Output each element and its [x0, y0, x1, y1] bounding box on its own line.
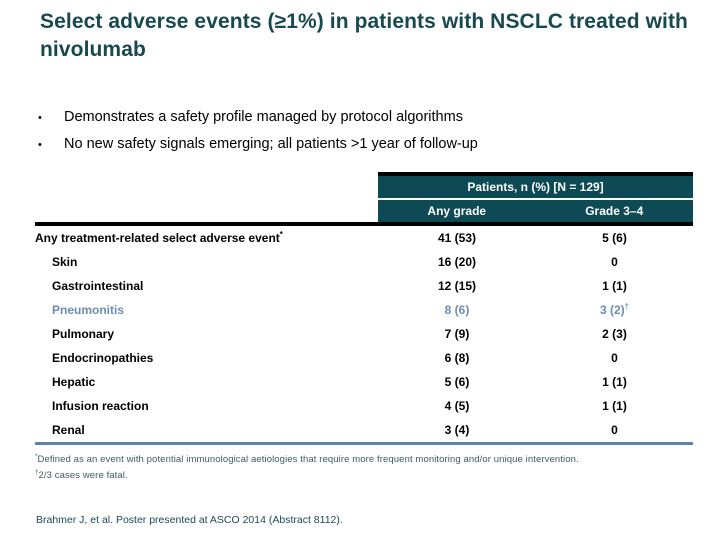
header-col-grade-3-4: Grade 3–4	[585, 204, 644, 218]
cell-any-grade: 12 (15)	[437, 279, 477, 293]
header-col-any-grade: Any grade	[427, 204, 487, 218]
cell-grade-3-4: 1 (1)	[602, 399, 627, 413]
bullet-list: • Demonstrates a safety profile managed b…	[38, 109, 658, 164]
cell-any-grade: 4 (5)	[444, 399, 470, 413]
bullet-item: • No new safety signals emerging; all pat…	[38, 135, 658, 153]
cell-grade-3-4: 0	[611, 423, 618, 437]
table-row: Any treatment-related select adverse eve…	[35, 226, 693, 250]
bullet-text: No new safety signals emerging; all pati…	[64, 135, 478, 152]
bullet-item: • Demonstrates a safety profile managed b…	[38, 109, 658, 126]
cell-any-grade: 16 (20)	[437, 255, 477, 269]
footnote-list: *Defined as an event with potential immu…	[35, 452, 685, 483]
cell-any-grade: 8 (6)	[444, 303, 470, 317]
footnote-item: *Defined as an event with potential immu…	[35, 452, 579, 465]
cell-any-grade: 3 (4)	[444, 423, 470, 437]
footnote-item: †2/3 cases were fatal.	[35, 468, 128, 481]
bullet-marker: •	[38, 138, 42, 151]
table-row: Gastrointestinal 12 (15) 1 (1)	[35, 274, 693, 298]
table-row: Pneumonitis 8 (6) 3 (2)†	[35, 298, 693, 322]
row-label: Endocrinopathies	[52, 351, 154, 365]
header-underline	[35, 222, 693, 226]
cell-any-grade: 6 (8)	[444, 351, 470, 365]
cell-grade-3-4: 5 (6)	[602, 231, 627, 245]
table-header: Patients, n (%) [N = 129] Any grade Grad…	[378, 172, 693, 222]
row-label: Renal	[52, 423, 85, 437]
row-label: Pneumonitis	[52, 303, 125, 317]
table-body: Any treatment-related select adverse eve…	[35, 226, 693, 442]
table-row: Infusion reaction 4 (5) 1 (1)	[35, 394, 693, 418]
cell-any-grade: 7 (9)	[444, 327, 470, 341]
table-row: Hepatic 5 (6) 1 (1)	[35, 370, 693, 394]
bullet-marker: •	[38, 112, 42, 124]
table-header-columns: Any grade Grade 3–4	[378, 200, 693, 222]
cell-grade-3-4: 2 (3)	[602, 327, 627, 341]
row-label: Any treatment-related select adverse eve…	[35, 231, 283, 245]
adverse-events-table: Patients, n (%) [N = 129] Any grade Grad…	[35, 172, 693, 445]
row-label: Gastrointestinal	[52, 279, 144, 293]
cell-grade-3-4: 0	[611, 255, 618, 269]
cell-grade-3-4: 1 (1)	[602, 375, 627, 389]
table-bottom-border	[35, 442, 693, 445]
slide-title: Select adverse events (≥1%) in patients …	[40, 10, 688, 61]
table-row: Skin 16 (20) 0	[35, 250, 693, 274]
citation: Brahmer J, et al. Poster presented at AS…	[36, 514, 343, 526]
table-header-title: Patients, n (%) [N = 129]	[378, 176, 693, 200]
table-row: Renal 3 (4) 0	[35, 418, 693, 442]
cell-any-grade: 5 (6)	[444, 375, 470, 389]
cell-any-grade: 41 (53)	[437, 231, 477, 245]
table-row: Pulmonary 7 (9) 2 (3)	[35, 322, 693, 346]
cell-grade-3-4: 0	[611, 351, 618, 365]
row-label: Infusion reaction	[52, 399, 149, 413]
bullet-text: Demonstrates a safety profile managed by…	[64, 109, 463, 125]
row-label: Skin	[52, 255, 78, 269]
row-label: Hepatic	[52, 375, 96, 389]
cell-grade-3-4: 3 (2)†	[599, 302, 630, 317]
row-label: Pulmonary	[52, 327, 115, 341]
cell-grade-3-4: 1 (1)	[602, 279, 627, 293]
table-row: Endocrinopathies 6 (8) 0	[35, 346, 693, 370]
